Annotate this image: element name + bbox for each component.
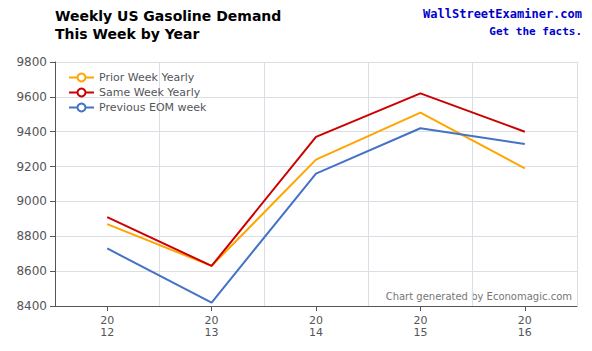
svg-text:8600: 8600 <box>16 264 47 278</box>
svg-text:16: 16 <box>518 326 532 339</box>
svg-text:20: 20 <box>517 313 532 327</box>
svg-text:Previous EOM week: Previous EOM week <box>99 101 207 114</box>
svg-text:Chart generated by Economagic.: Chart generated by Economagic.com <box>386 291 572 302</box>
svg-text:9400: 9400 <box>16 125 47 139</box>
svg-text:This Week by Year: This Week by Year <box>55 26 199 42</box>
svg-text:13: 13 <box>205 326 219 339</box>
svg-text:9600: 9600 <box>16 90 47 104</box>
svg-text:12: 12 <box>100 326 114 339</box>
svg-text:9800: 9800 <box>16 55 47 69</box>
svg-text:8800: 8800 <box>16 229 47 243</box>
svg-text:14: 14 <box>309 326 323 339</box>
svg-text:Same Week Yearly: Same Week Yearly <box>99 86 201 99</box>
svg-text:8400: 8400 <box>16 299 47 313</box>
svg-text:15: 15 <box>413 326 427 339</box>
svg-text:9200: 9200 <box>16 160 47 174</box>
svg-text:Weekly US Gasoline Demand: Weekly US Gasoline Demand <box>55 8 281 24</box>
svg-text:20: 20 <box>204 313 219 327</box>
svg-text:20: 20 <box>413 313 428 327</box>
svg-text:9000: 9000 <box>16 194 47 208</box>
svg-text:Get the facts.: Get the facts. <box>489 25 582 38</box>
svg-text:20: 20 <box>309 313 323 327</box>
svg-text:20: 20 <box>100 313 115 327</box>
svg-text:Prior Week Yearly: Prior Week Yearly <box>99 71 195 84</box>
svg-text:WallStreetExaminer.com: WallStreetExaminer.com <box>423 7 582 21</box>
